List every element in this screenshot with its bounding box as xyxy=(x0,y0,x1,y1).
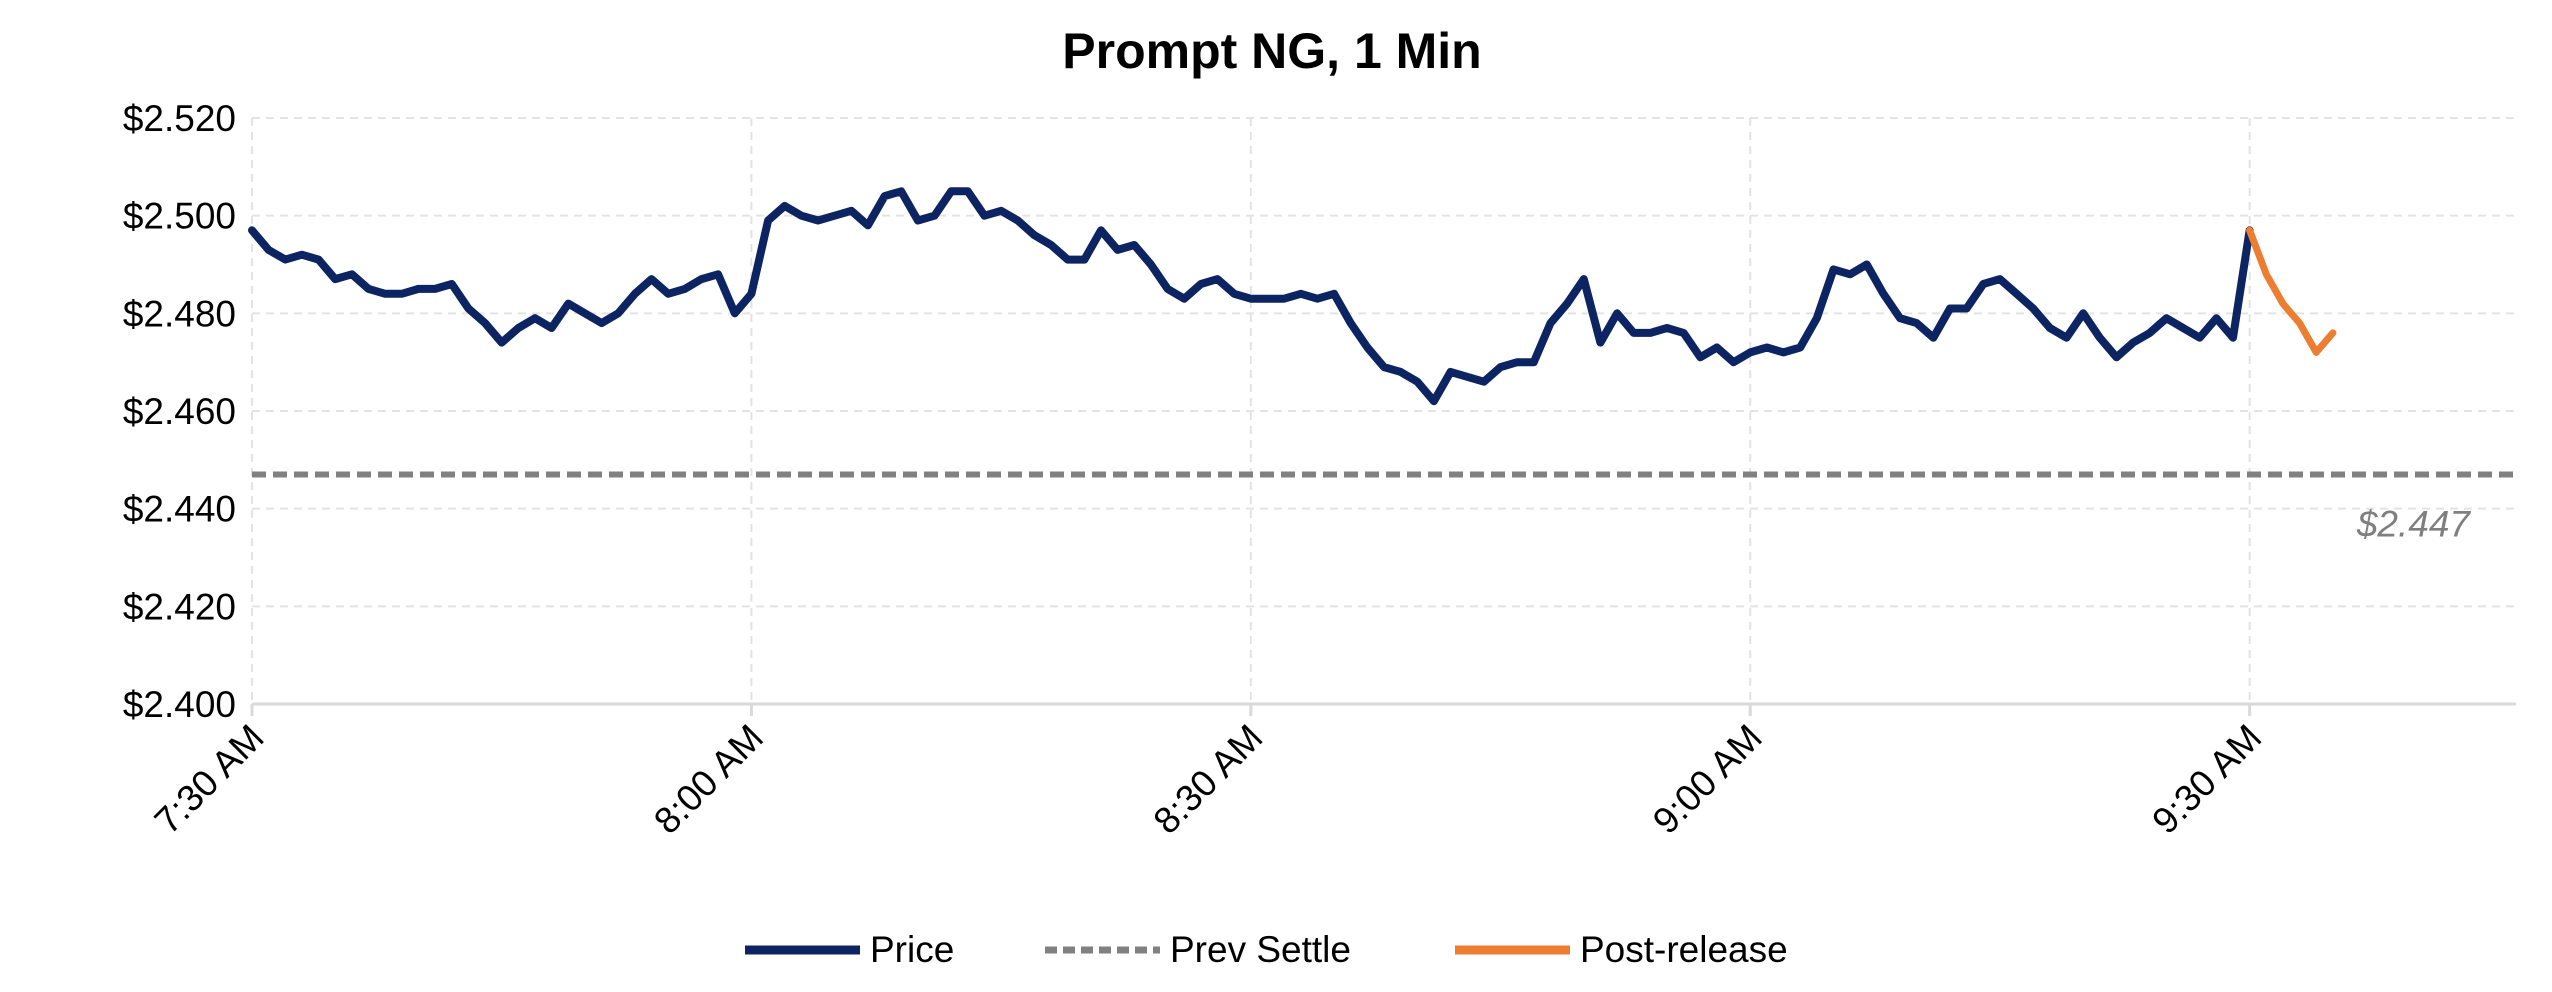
chart-title: Prompt NG, 1 Min xyxy=(1062,23,1481,79)
y-tick-label: $2.420 xyxy=(123,586,236,627)
series-group xyxy=(248,187,2516,478)
price-line xyxy=(248,187,2254,406)
y-tick-label: $2.460 xyxy=(123,391,236,432)
x-tick-label: 8:30 AM xyxy=(1145,717,1270,842)
prev-settle-label: $2.447 xyxy=(2356,503,2472,544)
y-axis: $2.400 $2.420 $2.440 $2.460 $2.480 $2.500 $2.5… xyxy=(123,98,236,725)
legend-label: Prev Settle xyxy=(1170,929,1351,970)
y-tick-label: $2.520 xyxy=(123,98,236,139)
y-tick-label: $2.440 xyxy=(123,489,236,530)
y-tick-label: $2.500 xyxy=(123,196,236,237)
post-release-line xyxy=(2246,226,2337,356)
gridlines xyxy=(251,117,2516,704)
legend: Price Prev Settle Post-release xyxy=(745,929,1788,970)
x-tick-label: 9:00 AM xyxy=(1645,717,1770,842)
x-tick-label: 8:00 AM xyxy=(646,717,771,842)
legend-label: Post-release xyxy=(1580,929,1788,970)
x-tick-label: 9:30 AM xyxy=(2144,717,2269,842)
x-axis: 7:30 AM 8:00 AM 8:30 AM 9:00 AM 9:30 AM xyxy=(147,702,2516,842)
legend-label: Price xyxy=(870,929,954,970)
y-tick-label: $2.480 xyxy=(123,293,236,334)
y-tick-label: $2.400 xyxy=(123,684,236,725)
x-tick-label: 7:30 AM xyxy=(147,717,272,842)
